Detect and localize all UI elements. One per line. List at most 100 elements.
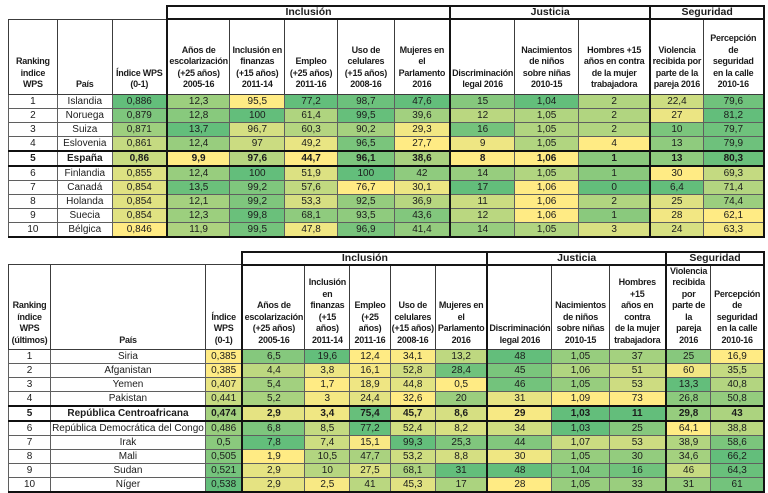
metric-value-cell: 93,5 [337, 208, 394, 222]
metric-value-cell: 2 [579, 122, 651, 136]
metric-column-header: Índice WPS (0-1) [112, 19, 167, 94]
metric-value-cell: 0,886 [112, 94, 167, 108]
metric-value-cell: 12,3 [167, 94, 230, 108]
metric-value-cell: 0,861 [112, 136, 167, 151]
metric-value-cell: 16,9 [711, 350, 764, 364]
metric-value-cell: 77,2 [350, 421, 390, 436]
metric-value-cell: 1,04 [552, 464, 609, 478]
metric-value-cell: 52,8 [390, 364, 435, 378]
metric-value-cell: 36,9 [394, 194, 450, 208]
metric-value-cell: 16 [450, 122, 515, 136]
metric-value-cell: 73 [609, 392, 666, 407]
rank-cell: 2 [9, 364, 51, 378]
metric-value-cell: 50,8 [711, 392, 764, 407]
metric-value-cell: 1,07 [552, 436, 609, 450]
rank-cell: 9 [9, 208, 58, 222]
country-cell: Islandia [57, 94, 112, 108]
metric-value-cell: 8,8 [435, 450, 487, 464]
rank-cell: 9 [9, 464, 51, 478]
metric-value-cell: 47,7 [350, 450, 390, 464]
metric-value-cell: 28,4 [435, 364, 487, 378]
metric-value-cell: 3 [579, 222, 651, 237]
metric-value-cell: 1,06 [515, 208, 579, 222]
metric-value-cell: 11 [450, 194, 515, 208]
rank-cell: 6 [9, 421, 51, 436]
country-cell: Suiza [57, 122, 112, 136]
metric-value-cell: 66,2 [711, 450, 764, 464]
country-cell: Noruega [57, 108, 112, 122]
metric-value-cell: 0,441 [205, 392, 242, 407]
metric-value-cell: 13,7 [167, 122, 230, 136]
metric-value-cell: 10 [305, 464, 350, 478]
metric-value-cell: 47,6 [394, 94, 450, 108]
rank-cell: 4 [9, 392, 51, 407]
metric-value-cell: 1,06 [515, 180, 579, 194]
metric-value-cell: 44,7 [285, 151, 338, 166]
metric-column-header: Inclusión en finanzas (+15 años) 2011-14 [230, 19, 285, 94]
metric-value-cell: 61,4 [285, 108, 338, 122]
metric-value-cell: 0,486 [205, 421, 242, 436]
metric-value-cell: 76,7 [337, 180, 394, 194]
metric-value-cell: 29 [487, 406, 552, 421]
metric-value-cell: 60,3 [285, 122, 338, 136]
metric-value-cell: 4 [579, 136, 651, 151]
metric-value-cell: 11,9 [167, 222, 230, 237]
group-header: Seguridad [666, 252, 764, 265]
metric-value-cell: 100 [230, 166, 285, 181]
metric-value-cell: 0,407 [205, 378, 242, 392]
metric-value-cell: 100 [337, 166, 394, 181]
metric-value-cell: 45,7 [390, 406, 435, 421]
metric-value-cell: 1,09 [552, 392, 609, 407]
metric-value-cell: 12 [450, 108, 515, 122]
metric-value-cell: 3 [305, 392, 350, 407]
metric-value-cell: 33 [609, 478, 666, 493]
rank-cell: 7 [9, 436, 51, 450]
metric-value-cell: 13,3 [666, 378, 711, 392]
metric-value-cell: 75,4 [350, 406, 390, 421]
country-cell: Níger [51, 478, 206, 493]
rank-cell: 10 [9, 222, 58, 237]
rank-column-header: Ranking índice WPS (últimos) [9, 265, 51, 350]
rank-cell: 4 [9, 136, 58, 151]
metric-value-cell: 99,2 [230, 180, 285, 194]
metric-value-cell: 90,2 [337, 122, 394, 136]
metric-value-cell: 0,854 [112, 194, 167, 208]
metric-value-cell: 12,1 [167, 194, 230, 208]
metric-value-cell: 61 [711, 478, 764, 493]
metric-column-header: Años de escolarización (+25 años) 2005-1… [242, 265, 304, 350]
metric-value-cell: 37 [609, 350, 666, 364]
rank-cell: 8 [9, 194, 58, 208]
metric-value-cell: 3,8 [305, 364, 350, 378]
metric-value-cell: 2,9 [242, 478, 304, 493]
metric-value-cell: 0,521 [205, 464, 242, 478]
metric-value-cell: 1,03 [552, 421, 609, 436]
metric-value-cell: 1,06 [515, 151, 579, 166]
metric-value-cell: 53,3 [285, 194, 338, 208]
metric-value-cell: 6,4 [650, 180, 703, 194]
metric-value-cell: 32,6 [390, 392, 435, 407]
metric-column-header: Discriminación legal 2016 [450, 19, 515, 94]
metric-value-cell: 71,4 [703, 180, 764, 194]
group-header: Inclusión [167, 6, 450, 19]
metric-value-cell: 2,9 [242, 464, 304, 478]
metric-value-cell: 0,385 [205, 350, 242, 364]
metric-value-cell: 13,2 [435, 350, 487, 364]
metric-value-cell: 80,3 [703, 151, 764, 166]
metric-value-cell: 5,4 [242, 378, 304, 392]
metric-value-cell: 0 [579, 180, 651, 194]
metric-value-cell: 1,05 [515, 222, 579, 237]
country-cell: Mali [51, 450, 206, 464]
metric-value-cell: 64,3 [711, 464, 764, 478]
metric-column-header: Nacimientos de niños sobre niñas 2010-15 [515, 19, 579, 94]
metric-value-cell: 1,9 [242, 450, 304, 464]
metric-value-cell: 1,05 [552, 350, 609, 364]
metric-value-cell: 1,05 [515, 136, 579, 151]
metric-value-cell: 27,5 [350, 464, 390, 478]
metric-value-cell: 97,6 [230, 151, 285, 166]
metric-value-cell: 5,2 [242, 392, 304, 407]
